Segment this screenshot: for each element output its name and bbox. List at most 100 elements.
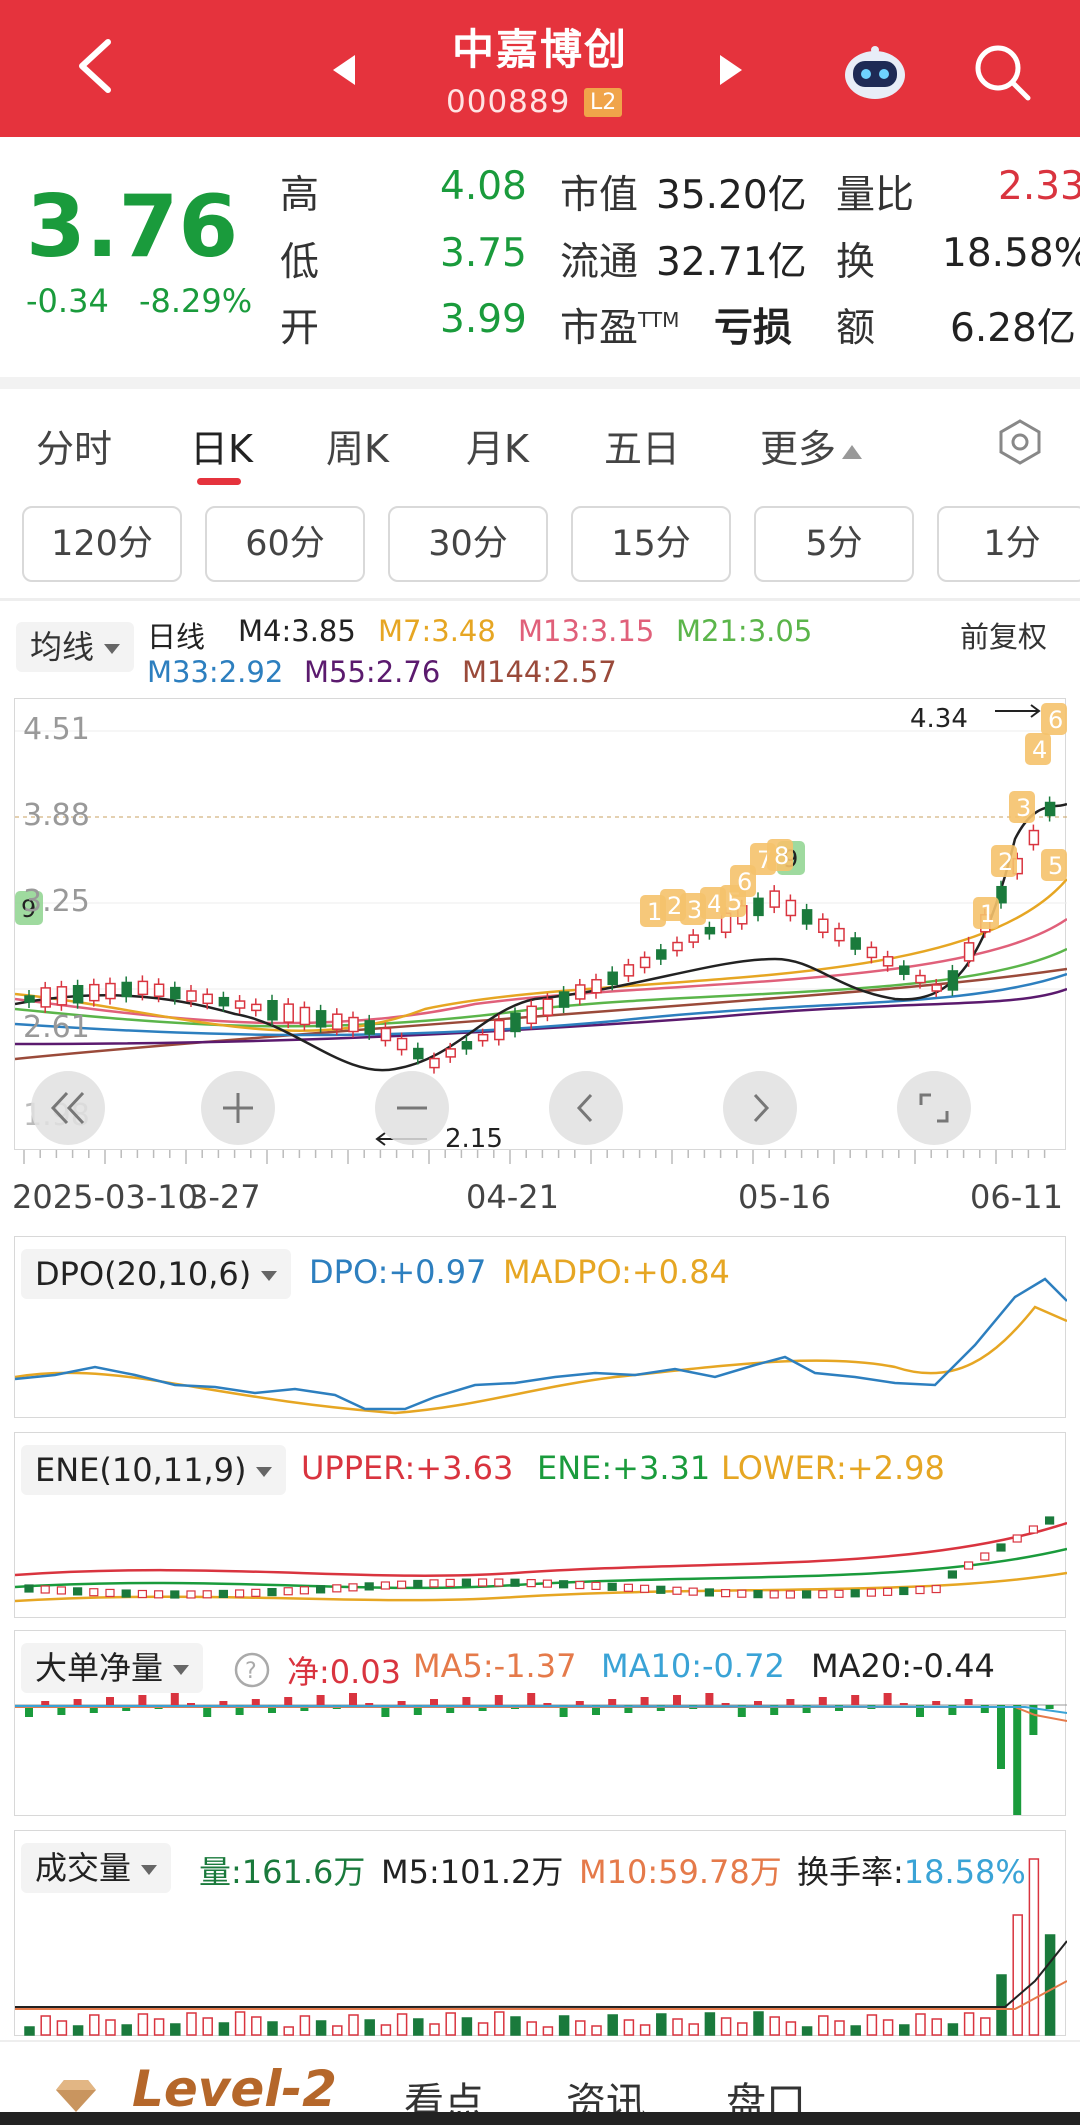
- tab-daily-k[interactable]: 日K: [190, 427, 253, 471]
- level2-button[interactable]: Level-2: [132, 2060, 337, 2118]
- search-icon[interactable]: [970, 40, 1034, 104]
- tab-minute[interactable]: 分时: [36, 427, 113, 471]
- volume-bar: [477, 2022, 489, 2036]
- help-icon[interactable]: ?: [233, 1651, 271, 1689]
- netflow-dropdown[interactable]: 大单净量: [21, 1643, 204, 1693]
- date-label-0327: 3-27: [188, 1178, 261, 1216]
- period-15min[interactable]: 15分: [571, 506, 731, 582]
- flow-bar: [349, 1693, 357, 1705]
- ene-candle: [737, 1589, 747, 1598]
- ene-candle: [1028, 1525, 1039, 1534]
- volume-bar: [510, 2016, 521, 2036]
- candle: [461, 1035, 473, 1055]
- high-value: 4.08: [440, 164, 527, 209]
- svg-text:?: ?: [245, 1659, 257, 1684]
- high-label: 高: [280, 173, 320, 218]
- volume-panel[interactable]: 成交量 量:161.6万 M5:101.2万 M10:59.78万 换手率:18…: [14, 1830, 1067, 2036]
- volume-bar: [801, 2026, 813, 2036]
- period-120min[interactable]: 120分: [22, 506, 182, 582]
- volume-bar: [396, 2013, 408, 2036]
- ene-dropdown[interactable]: ENE(10,11,9): [21, 1445, 287, 1495]
- previous-stock-icon[interactable]: [333, 55, 355, 85]
- flow-bar: [624, 1705, 633, 1713]
- kline-chart[interactable]: 9 9 1 2 3 4 5 6 7 8 1 2 3 4 6 5 4.51 3.8…: [14, 698, 1067, 1151]
- dpo-dropdown[interactable]: DPO(20,10,6): [21, 1249, 292, 1299]
- current-price: 3.76: [26, 177, 239, 277]
- volume-bar: [137, 2013, 149, 2036]
- amount-label: 额: [836, 306, 876, 351]
- ene-candle: [688, 1587, 698, 1596]
- adjust-mode[interactable]: 前复权: [960, 620, 1048, 654]
- candle: [510, 1007, 521, 1038]
- volume-bar: [737, 2022, 748, 2036]
- period-60min[interactable]: 60分: [205, 506, 365, 582]
- candle: [202, 988, 213, 1010]
- ene-upper: UPPER:+3.63: [301, 1449, 514, 1487]
- dpo-panel[interactable]: DPO(20,10,6) DPO:+0.97 MADPO:+0.84: [14, 1236, 1067, 1418]
- settings-hexagon-icon[interactable]: [996, 418, 1044, 466]
- volume-dropdown[interactable]: 成交量: [21, 1843, 172, 1893]
- volume-m5: M5:101.2万: [381, 1853, 564, 1891]
- pe-label: 市盈TTM: [560, 306, 680, 351]
- ma-m144: M144:2.57: [462, 655, 617, 689]
- scroll-right-button[interactable]: [723, 1071, 797, 1145]
- volume-bar: [56, 2020, 68, 2036]
- period-1min[interactable]: 1分: [937, 506, 1080, 582]
- tab-five-day[interactable]: 五日: [604, 427, 681, 471]
- flow-bar: [446, 1705, 455, 1713]
- tab-weekly-k[interactable]: 周K: [326, 427, 389, 471]
- date-label-start: 2025-03-10: [12, 1178, 198, 1216]
- volume-bar: [931, 2018, 942, 2036]
- ene-candle: [267, 1587, 277, 1597]
- back-arrow-icon[interactable]: [70, 36, 120, 96]
- flow-bar: [235, 1705, 244, 1715]
- tab-monthly-k[interactable]: 月K: [466, 427, 529, 471]
- ene-candle: [380, 1581, 390, 1590]
- period-5min[interactable]: 5分: [754, 506, 914, 582]
- robot-assistant-icon[interactable]: [843, 45, 907, 101]
- ene-candle: [461, 1578, 471, 1587]
- ene-candle: [996, 1543, 1006, 1552]
- candle: [785, 894, 797, 922]
- candle: [818, 913, 829, 939]
- ene-candle: [963, 1561, 974, 1570]
- ene-candle: [656, 1585, 666, 1594]
- ene-candle: [235, 1589, 245, 1598]
- volume-bar: [542, 2026, 554, 2036]
- tab-more[interactable]: 更多: [760, 418, 863, 473]
- zoom-out-button[interactable]: [375, 1071, 449, 1145]
- active-tab-indicator: [197, 478, 241, 485]
- volume-bar: [769, 2016, 780, 2036]
- netflow-ma5: MA5:-1.37: [413, 1647, 577, 1685]
- ma-dropdown[interactable]: 均线: [16, 622, 135, 672]
- rewind-button[interactable]: [31, 1071, 105, 1145]
- netflow-ma10: MA10:-0.72: [601, 1647, 785, 1685]
- candle: [445, 1042, 456, 1063]
- candle: [396, 1032, 408, 1056]
- candle: [494, 1014, 505, 1046]
- ene-panel[interactable]: ENE(10,11,9) UPPER:+3.63 ENE:+3.31 LOWER…: [14, 1432, 1067, 1618]
- volume-bar: [607, 2014, 618, 2036]
- next-stock-icon[interactable]: [720, 55, 742, 85]
- scroll-left-button[interactable]: [549, 1071, 623, 1145]
- candle: [963, 936, 975, 967]
- ma-m13: M13:3.15: [518, 614, 655, 648]
- fullscreen-button[interactable]: [897, 1071, 971, 1145]
- netflow-panel[interactable]: 大单净量 ? 净:0.03 MA5:-1.37 MA10:-0.72 MA20:…: [14, 1630, 1067, 1816]
- app-header: 中嘉博创 000889 L2: [0, 0, 1080, 137]
- flow-bar: [899, 1703, 908, 1705]
- madpo-value: MADPO:+0.84: [503, 1253, 730, 1291]
- candle: [850, 932, 861, 956]
- section-divider: [0, 598, 1080, 601]
- period-30min[interactable]: 30分: [388, 506, 548, 582]
- ene-candle: [785, 1590, 796, 1599]
- ene-svg: [15, 1516, 1067, 1603]
- zoom-in-button[interactable]: [201, 1071, 275, 1145]
- flow-bar: [932, 1701, 941, 1705]
- ene-candle: [299, 1586, 309, 1595]
- float-cap-label: 流通: [560, 240, 639, 285]
- ene-candle: [218, 1589, 228, 1599]
- flow-bar: [1045, 1705, 1054, 1709]
- candle: [315, 1004, 327, 1033]
- market-cap-value: 35.20亿: [656, 173, 807, 218]
